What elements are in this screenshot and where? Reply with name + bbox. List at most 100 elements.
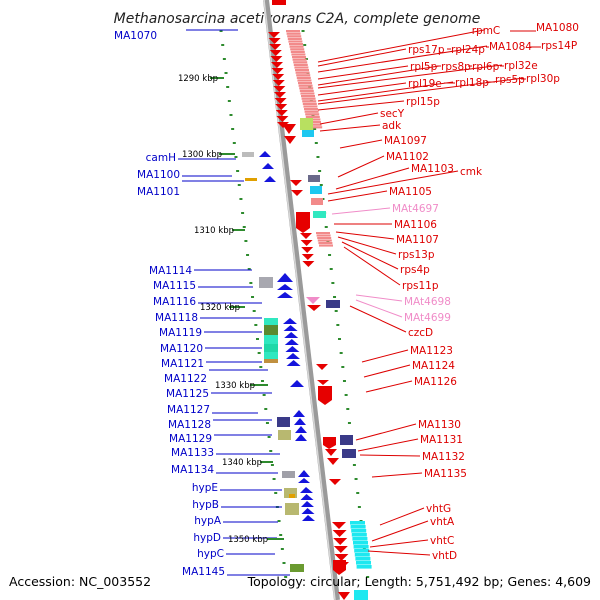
left-gene-label: MA1119	[159, 327, 202, 339]
gene-block	[264, 335, 278, 344]
tick-right	[318, 170, 322, 172]
forward-strand-arrow	[283, 318, 297, 324]
right-gene-label: rps13p	[398, 249, 435, 261]
tick-left	[244, 240, 248, 242]
tick-right	[333, 296, 337, 298]
tick-right	[328, 254, 332, 256]
reverse-strand-arrow	[307, 305, 321, 311]
forward-strand-arrow	[300, 487, 313, 493]
left-gene-label: hypB	[192, 499, 219, 511]
tick-right	[341, 366, 345, 368]
forward-strand-arrow	[286, 353, 300, 359]
tick-left	[229, 114, 233, 116]
ribosomal-gene-block	[300, 92, 315, 95]
ribosomal-gene-block	[304, 110, 319, 113]
reverse-strand-arrow	[284, 136, 296, 144]
gene-block	[317, 239, 332, 242]
forward-strand-arrow	[293, 410, 305, 417]
ribosomal-gene-block	[307, 123, 322, 126]
vht-gene-block	[350, 521, 365, 525]
right-gene-label: vhtG	[426, 503, 451, 515]
tick-left	[221, 44, 225, 46]
gene-block	[264, 344, 278, 352]
left-gene-label: MA1122	[164, 373, 207, 385]
left-gene-label: MA1145	[182, 566, 225, 578]
right-leader-line	[379, 507, 425, 526]
tick-right	[316, 156, 320, 158]
forward-strand-arrow	[298, 470, 310, 477]
gene-block	[259, 277, 273, 288]
ribosomal-gene-block	[302, 102, 317, 105]
tick-left	[231, 128, 235, 130]
reverse-strand-arrow	[302, 261, 315, 267]
forward-strand-arrow	[284, 332, 299, 338]
left-gene-label: MA1118	[155, 312, 198, 324]
tick-left	[226, 86, 230, 88]
vht-gene-block	[355, 557, 371, 561]
right-leader-line	[335, 167, 410, 190]
ribosomal-gene-block	[296, 76, 311, 79]
tick-left	[267, 436, 271, 438]
gene-block	[316, 232, 330, 235]
tick-left	[247, 268, 251, 270]
tick-right	[336, 324, 340, 326]
right-gene-label: vhtA	[430, 516, 455, 528]
forward-strand-arrow	[301, 508, 315, 514]
left-gene-label: MA1121	[161, 358, 204, 370]
forward-strand-arrow	[285, 346, 300, 352]
ribosomal-gene-block	[292, 56, 306, 59]
tick-right	[352, 464, 356, 466]
tick-left	[257, 352, 261, 354]
forward-strand-arrow	[283, 325, 298, 331]
tick-left	[232, 142, 236, 144]
ribosomal-gene-block	[290, 50, 305, 53]
right-leader-line	[337, 155, 385, 178]
tick-left	[249, 282, 253, 284]
reverse-strand-gene	[318, 386, 332, 405]
right-leader-line	[319, 112, 379, 125]
right-gene-label: MA1132	[422, 451, 465, 463]
kbp-label: 1350 kbp	[228, 535, 268, 545]
tick-right	[357, 506, 361, 508]
gene-block	[308, 175, 320, 182]
ribosomal-gene-block	[286, 30, 300, 33]
tick-left	[262, 394, 266, 396]
right-leader-line	[339, 139, 383, 149]
kbp-label: 1290 kbp	[178, 74, 218, 84]
forward-strand-arrow	[290, 380, 304, 387]
right-gene-label: rps14P	[541, 40, 577, 52]
right-gene-label: rpmC	[472, 25, 501, 37]
ribosomal-gene-block	[301, 95, 315, 98]
tick-left	[260, 380, 264, 382]
tick-left	[252, 310, 256, 312]
right-leader-line	[371, 520, 429, 542]
tick-left	[259, 366, 263, 368]
tick-left	[274, 492, 278, 494]
tick-left	[237, 184, 241, 186]
left-gene-label: MA1125	[166, 388, 209, 400]
reverse-strand-arrow	[276, 116, 289, 122]
right-gene-label: secY	[380, 108, 405, 120]
right-gene-label: MA1124	[412, 360, 455, 372]
label-leaders	[178, 29, 541, 576]
kbp-label: 1310 kbp	[194, 226, 234, 236]
right-gene-label: MA1130	[418, 419, 461, 431]
right-leader-line	[365, 380, 413, 393]
reverse-strand-arrow	[269, 50, 282, 56]
ribosomal-gene-block	[307, 121, 321, 124]
tick-right	[314, 142, 318, 144]
ribosomal-gene-block	[287, 35, 302, 38]
vht-gene-block	[354, 553, 370, 557]
gene-block	[278, 430, 291, 440]
left-gene-label: MA1101	[137, 186, 180, 198]
gene-block	[284, 488, 297, 498]
left-gene-label: MA1128	[168, 419, 211, 431]
tick-left	[279, 534, 283, 536]
vht-gene-block	[352, 537, 368, 541]
tick-right	[356, 492, 360, 494]
gene-block-adk	[302, 130, 314, 137]
right-gene-label: MA1102	[386, 151, 429, 163]
tick-right	[337, 338, 341, 340]
kbp-label: 1320 kbp	[200, 303, 240, 313]
ribosomal-gene-block	[295, 69, 309, 72]
